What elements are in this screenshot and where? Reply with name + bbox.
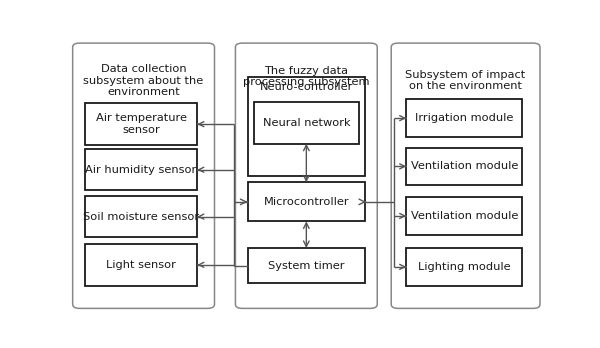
Text: Light sensor: Light sensor xyxy=(106,260,176,270)
Text: Air temperature
sensor: Air temperature sensor xyxy=(95,113,187,135)
Text: Data collection
subsystem about the
environment: Data collection subsystem about the envi… xyxy=(83,64,204,97)
Bar xyxy=(248,248,365,283)
Bar xyxy=(85,196,197,237)
Bar xyxy=(85,244,197,286)
Bar xyxy=(254,102,359,144)
FancyBboxPatch shape xyxy=(73,43,215,308)
Bar xyxy=(406,100,522,137)
Text: Air humidity sensor: Air humidity sensor xyxy=(85,165,197,175)
Text: Lighting module: Lighting module xyxy=(418,262,511,272)
Bar xyxy=(406,248,522,286)
Bar xyxy=(248,182,365,221)
FancyBboxPatch shape xyxy=(391,43,540,308)
Text: Soil moisture sensor: Soil moisture sensor xyxy=(83,212,199,222)
FancyBboxPatch shape xyxy=(235,43,377,308)
Text: The fuzzy data
processing subsystem: The fuzzy data processing subsystem xyxy=(243,66,370,87)
Text: Neural network: Neural network xyxy=(263,118,350,128)
Bar xyxy=(85,103,197,145)
Text: Microcontroller: Microcontroller xyxy=(263,197,349,207)
Text: Irrigation module: Irrigation module xyxy=(415,113,514,123)
Bar xyxy=(406,197,522,235)
Text: Subsystem of impact
on the environment: Subsystem of impact on the environment xyxy=(406,70,526,92)
Text: Ventilation module: Ventilation module xyxy=(410,211,518,221)
Bar xyxy=(248,77,365,176)
Bar xyxy=(406,148,522,185)
Text: Neuro-controller: Neuro-controller xyxy=(260,82,353,92)
Bar xyxy=(85,149,197,190)
Text: Ventilation module: Ventilation module xyxy=(410,161,518,171)
Text: System timer: System timer xyxy=(268,261,344,270)
